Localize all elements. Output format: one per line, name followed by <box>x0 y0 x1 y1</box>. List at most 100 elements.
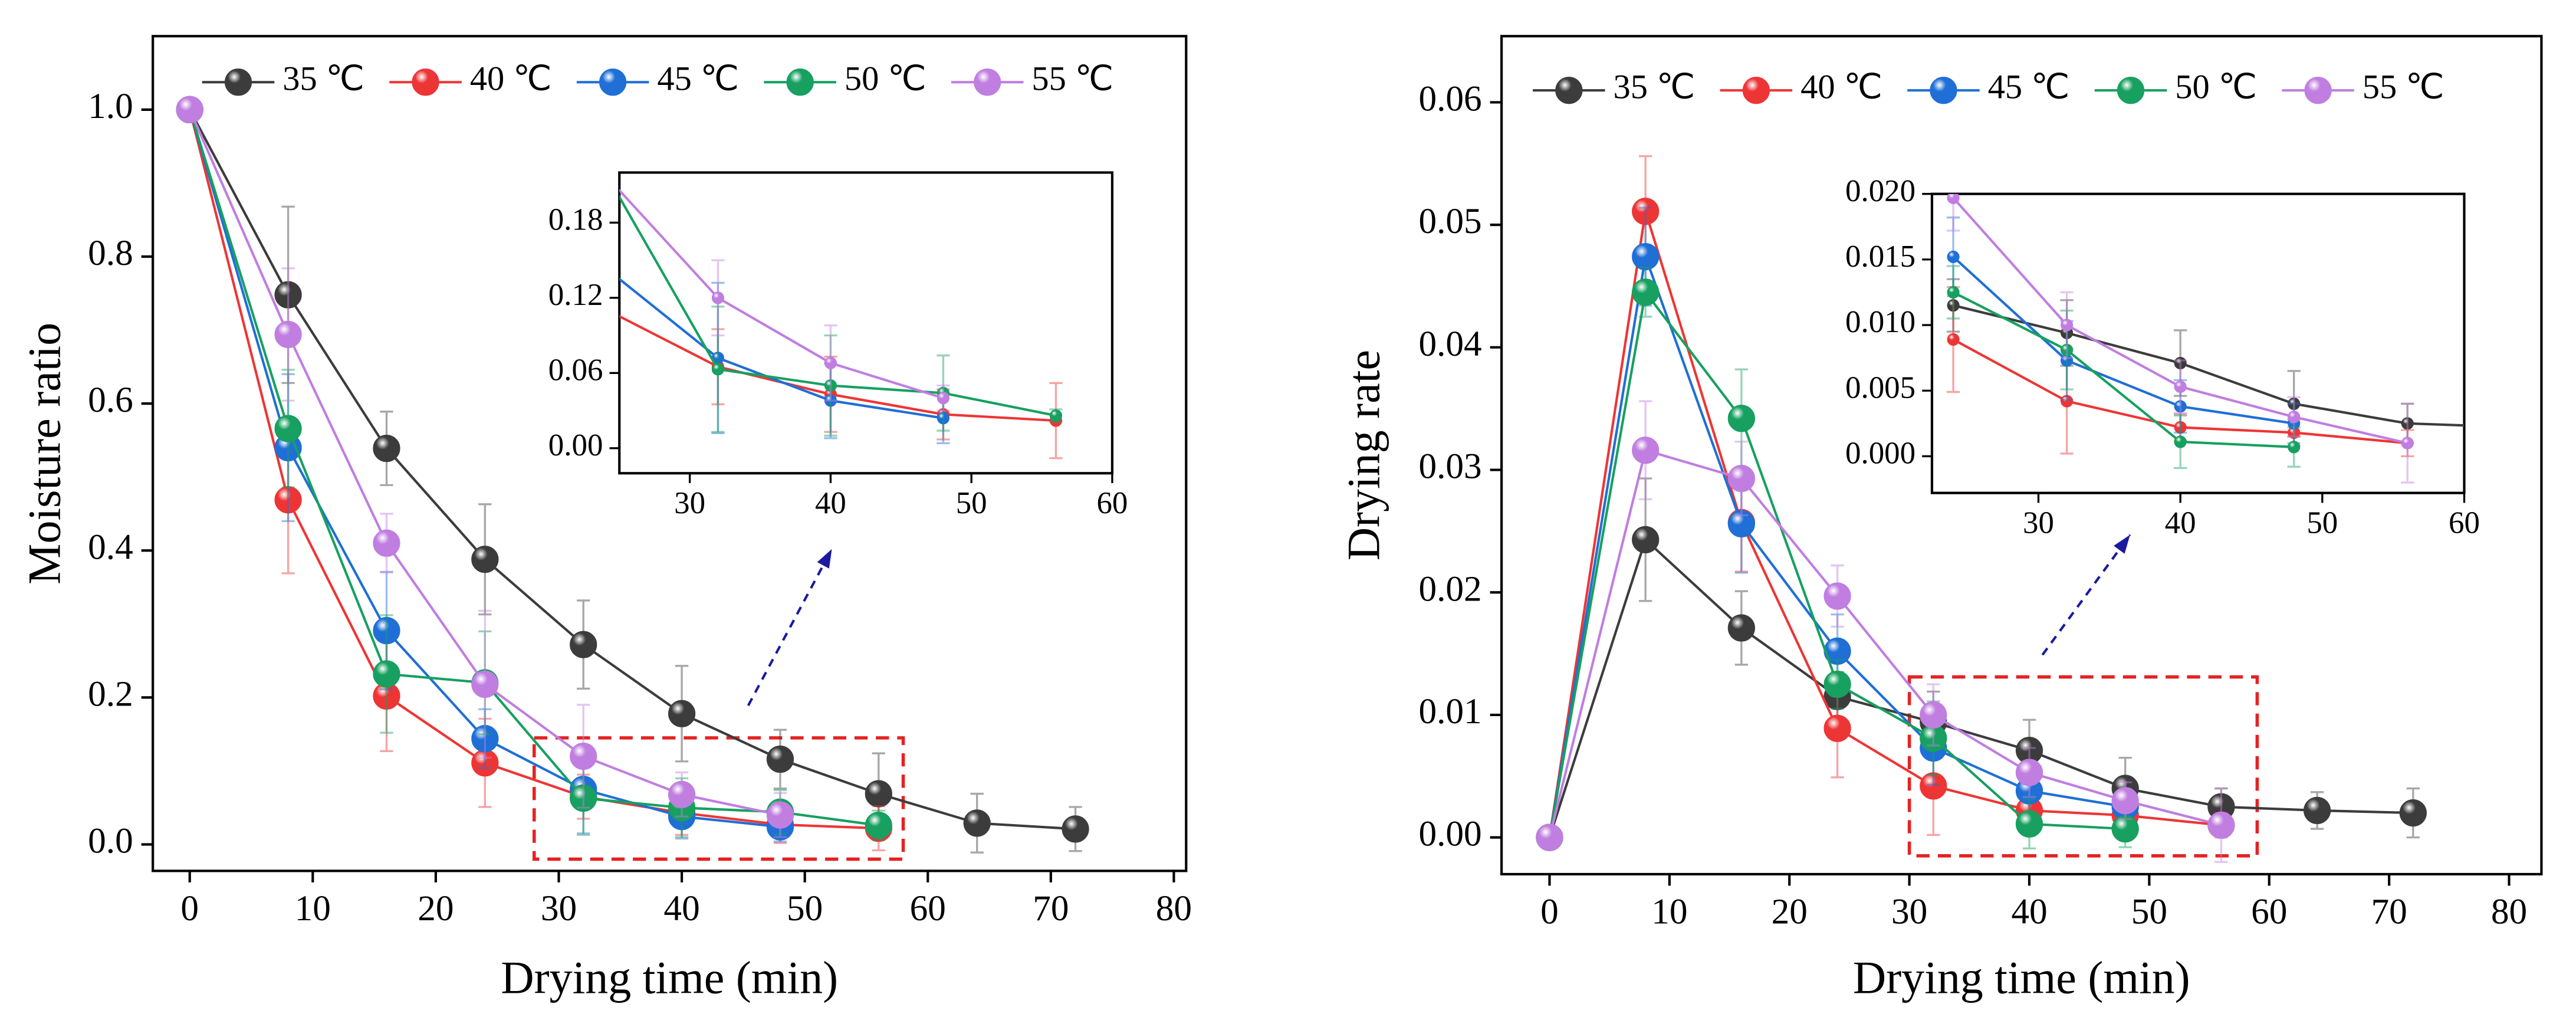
data-point <box>1632 243 1660 271</box>
zoom-arrow-head <box>2114 534 2130 554</box>
data-point <box>2015 810 2043 838</box>
data-point <box>766 745 794 773</box>
data-point <box>1632 278 1660 306</box>
data-point <box>2174 380 2187 393</box>
inset-x-tick-label: 50 <box>2306 506 2338 540</box>
zoom-arrow <box>747 548 833 707</box>
data-point <box>570 784 597 812</box>
x-tick-label: 0 <box>1540 892 1559 932</box>
legend-marker <box>2304 77 2332 104</box>
y-axis-label: Moisture ratio <box>19 323 70 585</box>
data-point <box>2288 411 2301 424</box>
data-point <box>1049 409 1063 422</box>
inset-x-tick-label: 60 <box>2449 506 2480 540</box>
legend-marker <box>974 68 1001 96</box>
inset-x-tick-label: 40 <box>2165 506 2196 540</box>
legend-marker <box>1930 77 1957 104</box>
inset-x-tick-label: 30 <box>2023 506 2054 540</box>
data-point <box>1727 464 1756 493</box>
data-point <box>2061 343 2074 356</box>
data-point <box>570 631 597 658</box>
inset-y-tick-label: 0.015 <box>1845 239 1915 274</box>
data-point <box>2174 356 2187 370</box>
x-tick-label: 50 <box>2131 892 2167 932</box>
y-tick-label: 0.03 <box>1418 447 1481 487</box>
data-point <box>2401 417 2414 430</box>
data-point <box>1947 333 1960 346</box>
data-point <box>668 780 696 808</box>
x-tick-label: 10 <box>295 888 331 928</box>
data-point <box>1823 714 1851 742</box>
data-point <box>1947 299 1960 312</box>
inset-y-tick-label: 0.18 <box>548 203 603 237</box>
data-point <box>1947 193 1960 204</box>
data-point <box>865 812 892 839</box>
data-point <box>1920 772 1947 800</box>
data-point <box>937 392 950 405</box>
y-tick-label: 0.0 <box>88 821 133 861</box>
y-tick-label: 0.2 <box>88 674 133 714</box>
data-point <box>766 801 794 829</box>
data-point <box>2174 400 2187 413</box>
y-tick-label: 0.06 <box>1418 79 1481 119</box>
data-point <box>711 363 724 376</box>
x-tick-label: 40 <box>663 888 699 928</box>
error-bar <box>2515 408 2528 447</box>
x-tick-label: 70 <box>2371 892 2407 932</box>
data-point <box>2174 435 2187 448</box>
data-point <box>1823 582 1851 610</box>
x-tick-label: 10 <box>1651 892 1687 932</box>
series-line <box>1548 211 2222 838</box>
y-tick-label: 0.8 <box>88 233 133 273</box>
data-point <box>600 262 611 273</box>
legend-label: 40 ℃ <box>470 60 552 98</box>
series-line <box>1953 304 2465 427</box>
data-point <box>373 434 400 462</box>
legend-marker <box>224 68 252 96</box>
series-line <box>188 109 1076 831</box>
data-point <box>1632 526 1660 554</box>
legend-label: 55 ℃ <box>2363 68 2444 106</box>
inset-x-tick-label: 60 <box>1096 486 1128 520</box>
data-point <box>1727 614 1756 642</box>
plot-frame <box>1500 35 2543 876</box>
zoom-region <box>1907 675 2259 858</box>
x-tick-label: 20 <box>1772 892 1808 932</box>
data-point <box>1062 815 1089 843</box>
y-tick-label: 0.04 <box>1418 324 1481 364</box>
data-point <box>865 780 892 808</box>
data-point <box>2399 799 2427 827</box>
x-tick-label: 40 <box>2011 892 2047 932</box>
x-tick-label: 60 <box>910 888 946 928</box>
legend-label: 40 ℃ <box>1800 68 1882 106</box>
inset-y-tick-label: 0.12 <box>548 278 603 312</box>
x-tick-label: 80 <box>1156 888 1192 928</box>
inset-plot <box>600 188 1063 460</box>
inset-y-tick-label: 0.00 <box>548 428 603 462</box>
y-tick-label: 0.02 <box>1418 569 1481 609</box>
legend-label: 45 ℃ <box>657 60 739 98</box>
data-point <box>2288 397 2301 411</box>
x-tick-label: 60 <box>2251 892 2287 932</box>
inset-plot <box>1946 193 2528 484</box>
y-tick-label: 0.01 <box>1418 691 1481 731</box>
data-point <box>1947 250 1960 264</box>
series-line <box>1548 448 2222 838</box>
data-point <box>274 320 302 349</box>
inset-y-tick-label: 0.005 <box>1845 370 1915 405</box>
legend-marker <box>599 68 627 96</box>
legend-label: 45 ℃ <box>1988 68 2070 106</box>
data-point <box>824 356 837 369</box>
series-line <box>188 109 879 830</box>
legend-marker <box>2117 77 2145 104</box>
data-point <box>1727 405 1756 432</box>
x-axis-label: Drying time (min) <box>501 953 838 1003</box>
legend-marker <box>412 68 439 96</box>
data-point <box>2015 759 2043 786</box>
data-point <box>963 809 991 837</box>
plot-frame <box>152 35 1188 872</box>
x-tick-label: 50 <box>787 888 823 928</box>
x-tick-label: 70 <box>1033 888 1069 928</box>
legend-marker <box>1742 77 1770 104</box>
x-tick-label: 30 <box>541 888 577 928</box>
